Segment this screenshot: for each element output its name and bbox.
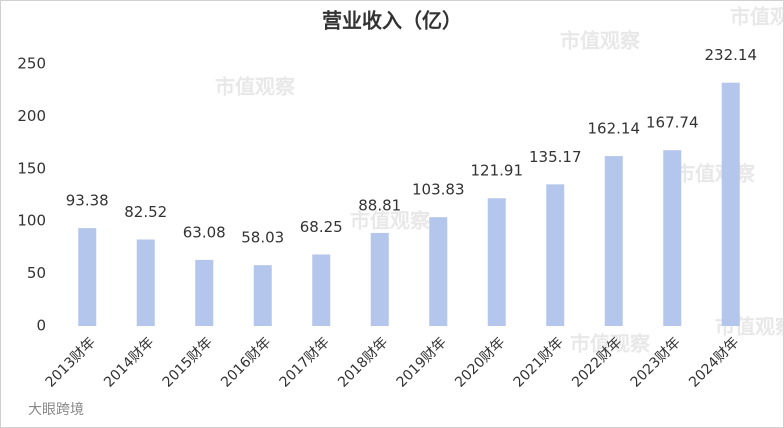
y-tick-label: 100: [17, 212, 46, 230]
bar: [546, 184, 565, 326]
y-tick-label: 50: [27, 264, 46, 282]
value-label: 88.81: [358, 196, 401, 214]
y-tick-label: 200: [17, 107, 46, 125]
value-label: 167.74: [646, 114, 699, 132]
watermark: 市值观察: [350, 209, 431, 233]
value-label: 162.14: [588, 120, 641, 138]
value-label: 232.14: [705, 46, 758, 64]
bar: [136, 239, 155, 326]
y-tick-label: 250: [17, 55, 46, 73]
watermark: 市值观察: [675, 162, 756, 186]
bar: [604, 156, 623, 326]
watermark: 市值观察: [560, 29, 641, 53]
bar: [721, 82, 740, 326]
chart-title: 营业收入（亿）: [322, 9, 462, 33]
bar: [195, 259, 214, 326]
bar: [487, 198, 506, 326]
value-label: 63.08: [183, 223, 226, 241]
bar: [78, 228, 97, 326]
bar: [253, 265, 272, 326]
value-label: 68.25: [300, 218, 343, 236]
bar: [663, 150, 682, 326]
y-tick-label: 150: [17, 159, 46, 177]
value-label: 82.52: [124, 203, 167, 221]
watermark: 市值观察: [215, 75, 296, 99]
y-tick-label: 0: [36, 317, 46, 335]
value-label: 135.17: [529, 148, 582, 166]
value-label: 103.83: [412, 181, 465, 199]
bar: [429, 217, 448, 326]
bar: [370, 232, 389, 326]
watermark: 市值观察: [570, 332, 651, 356]
watermark: 市值观察: [730, 5, 784, 29]
value-label: 58.03: [241, 229, 284, 247]
value-label: 121.91: [471, 162, 524, 180]
source: 大眼跨境: [28, 402, 84, 418]
bar: [312, 254, 331, 326]
value-label: 93.38: [66, 192, 109, 210]
